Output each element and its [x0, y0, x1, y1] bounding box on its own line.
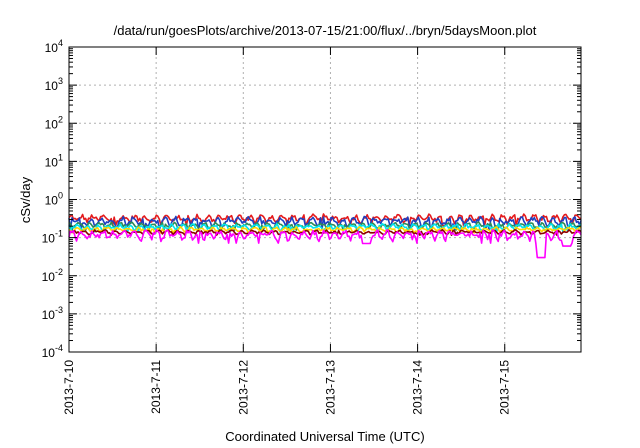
y-tick-label: 101 — [45, 152, 63, 169]
y-ticks: 104 103 102 101 100 10-1 10-2 10-3 10-4 — [42, 38, 581, 360]
x-ticks: 2013-7-10 2013-7-11 2013-7-12 2013-7-13 2013… — [62, 47, 512, 415]
series-line — [68, 213, 582, 227]
x-tick-label: 2013-7-14 — [411, 360, 425, 415]
y-tick-label: 10-4 — [42, 343, 63, 360]
x-tick-label: 2013-7-15 — [498, 360, 512, 415]
x-axis-label: Coordinated Universal Time (UTC) — [225, 429, 424, 444]
series-line — [68, 223, 582, 233]
x-tick-label: 2013-7-13 — [323, 360, 337, 415]
y-tick-label: 100 — [45, 191, 63, 208]
grid — [69, 47, 581, 352]
series-group — [68, 213, 582, 259]
y-tick-label: 103 — [45, 76, 63, 93]
y-tick-label: 104 — [45, 38, 63, 55]
y-tick-label: 10-1 — [42, 229, 63, 246]
y-tick-label: 102 — [45, 114, 63, 131]
series-line — [68, 221, 582, 231]
chart-title: /data/run/goesPlots/archive/2013-07-15/2… — [114, 23, 537, 38]
x-tick-label: 2013-7-11 — [149, 360, 163, 414]
y-axis-label: cSv/day — [18, 176, 33, 223]
y-tick-label: 10-3 — [42, 305, 63, 322]
x-tick-label: 2013-7-10 — [62, 360, 76, 415]
series-line — [68, 229, 582, 259]
y-tick-label: 10-2 — [42, 267, 63, 284]
x-tick-label: 2013-7-12 — [236, 360, 250, 415]
